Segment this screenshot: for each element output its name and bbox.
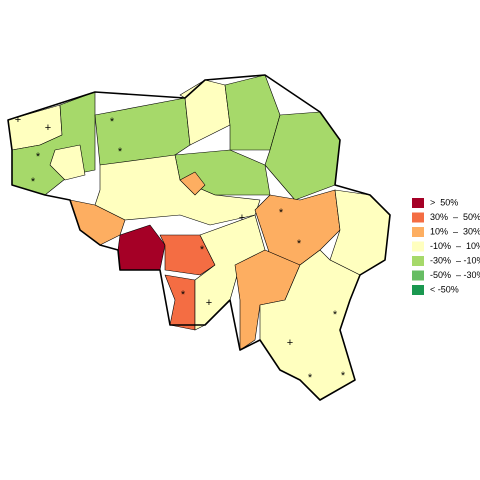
region	[179, 171, 206, 196]
region-marker: *	[181, 289, 186, 301]
legend-label: -30% – -10%	[430, 255, 480, 265]
region-marker: +	[287, 337, 293, 349]
legend-swatch	[412, 241, 424, 252]
legend-swatch	[412, 270, 424, 281]
region-marker: *	[200, 244, 205, 256]
legend-label: 30% – 50%	[430, 212, 480, 222]
region-marker: +	[239, 212, 245, 224]
region	[49, 144, 86, 181]
region-marker: *	[333, 309, 338, 321]
legend-label: > 50%	[430, 197, 458, 207]
regions	[7, 74, 391, 401]
region-marker: *	[118, 146, 123, 158]
region-marker: +	[15, 114, 21, 126]
region	[224, 74, 281, 151]
region-marker: *	[36, 151, 41, 163]
markers: + + + + + * * * * * * * * * * *	[15, 114, 346, 384]
region	[117, 224, 166, 271]
legend-label: 10% – 30%	[430, 226, 480, 236]
legend-swatch	[412, 227, 424, 237]
region-marker: *	[308, 372, 313, 384]
legend: > 50% 30% – 50% 10% – 30% -10% – 10% -30% – …	[412, 197, 480, 295]
region-marker: *	[110, 116, 115, 128]
legend-label: < -50%	[430, 284, 459, 294]
region-marker: +	[206, 297, 212, 309]
region-marker: +	[45, 122, 51, 134]
region	[94, 154, 261, 226]
legend-swatch	[412, 256, 424, 266]
legend-swatch	[412, 212, 424, 223]
legend-label: -10% – 10%	[430, 241, 480, 251]
region-marker: *	[297, 238, 302, 250]
legend-label: -50% – -30%	[430, 270, 480, 280]
legend-swatch	[412, 285, 424, 295]
region	[164, 274, 196, 331]
region	[179, 79, 231, 146]
region-marker: *	[341, 370, 346, 382]
legend-swatch	[412, 198, 424, 208]
border	[7, 74, 391, 401]
region-marker: *	[31, 176, 36, 188]
region-marker: *	[279, 207, 284, 219]
